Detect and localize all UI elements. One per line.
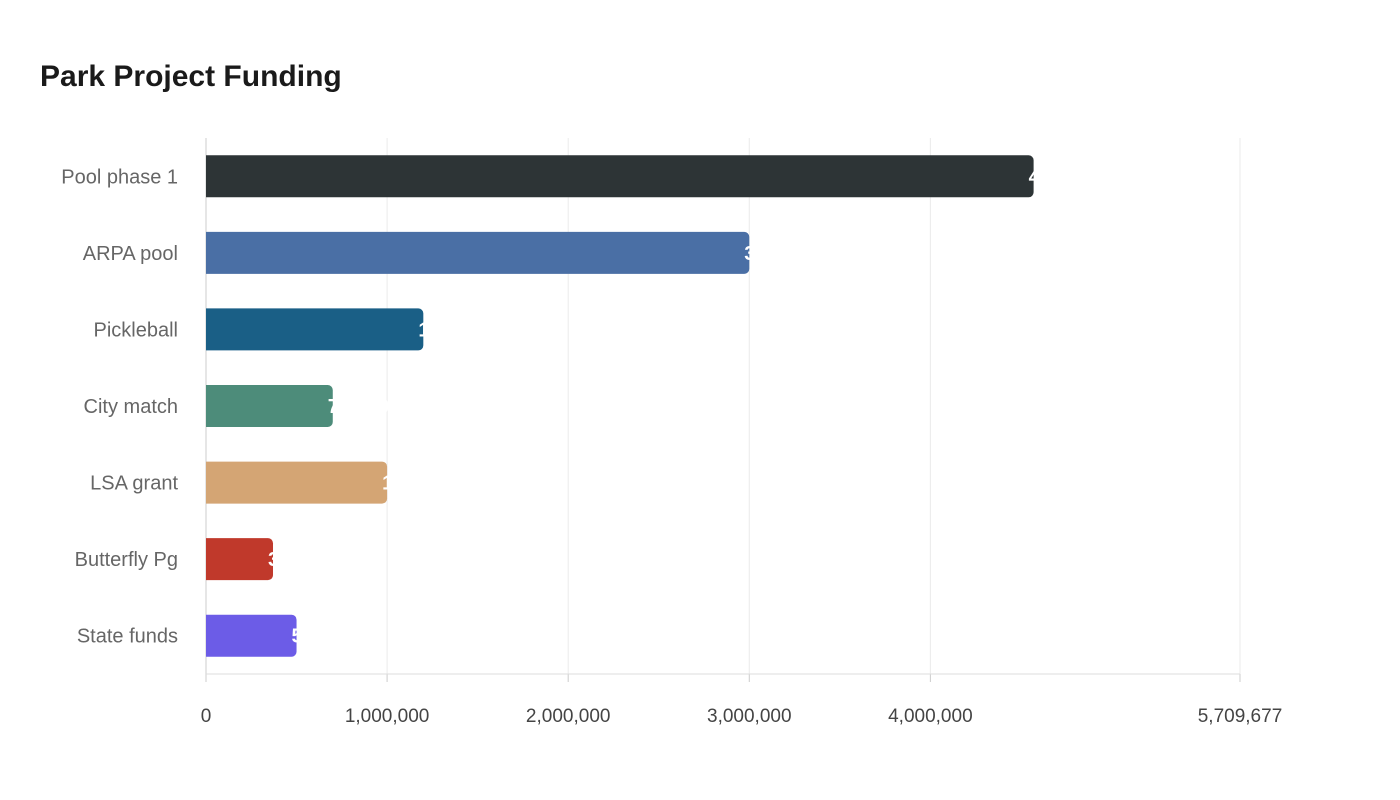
bar (206, 614, 297, 657)
x-tick-label: 2,000,000 (526, 706, 611, 727)
data-label: 370,000 (268, 549, 340, 571)
x-tick-label: 1,000,000 (345, 706, 430, 727)
category-label: Butterfly Pg (75, 549, 178, 571)
bar (206, 308, 424, 351)
category-label: Pickleball (94, 319, 178, 341)
category-label: City match (84, 396, 178, 418)
data-label: 500,000 (292, 626, 364, 648)
data-label: 3,000,000 (744, 243, 833, 265)
category-label: State funds (77, 626, 178, 648)
x-tick-label: 4,000,000 (888, 706, 973, 727)
category-label: Pool phase 1 (61, 166, 178, 188)
x-tick-label: 0 (201, 706, 212, 727)
category-label: LSA grant (90, 473, 178, 495)
data-label: 1,200,000 (418, 319, 507, 341)
bar (206, 385, 333, 427)
bar (206, 231, 750, 274)
data-label: 1,000,000 (382, 473, 471, 495)
x-tick-label: 5,709,677 (1198, 706, 1283, 727)
bar (206, 461, 388, 504)
chart-title: Park Project Funding (40, 60, 342, 93)
data-label: 700,000 (328, 396, 400, 418)
bar (206, 538, 274, 581)
category-label: ARPA pool (83, 243, 178, 265)
bar (206, 155, 1034, 198)
x-tick-label: 3,000,000 (707, 706, 792, 727)
data-label: 4,570,000 (1029, 166, 1118, 188)
